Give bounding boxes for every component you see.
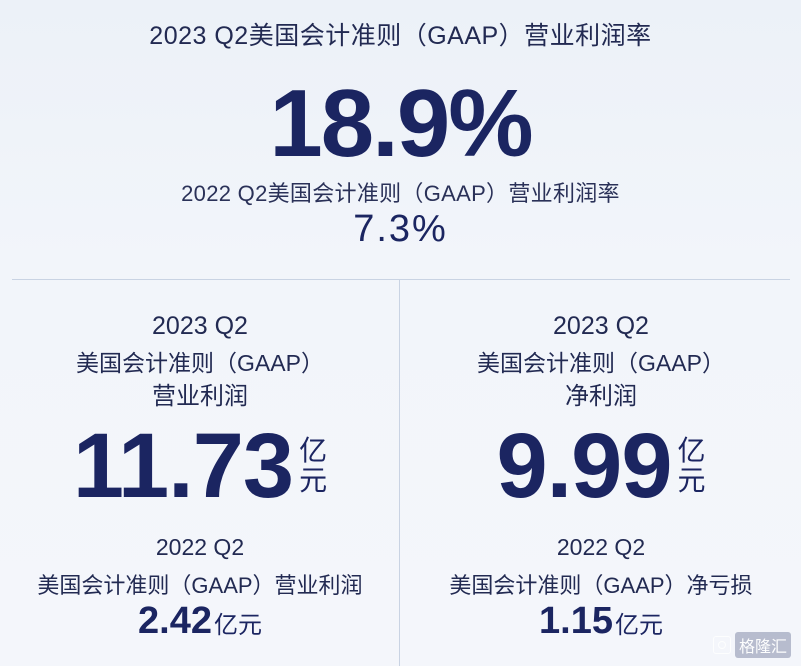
right-unit: 亿 元 xyxy=(678,436,706,496)
top-title: 2023 Q2美国会计准则（GAAP）营业利润率 xyxy=(149,22,652,50)
top-value: 18.9% xyxy=(269,70,533,177)
watermark: 格隆汇 xyxy=(712,632,791,658)
top-prev-title: 2022 Q2美国会计准则（GAAP）营业利润率 xyxy=(181,181,620,206)
right-standard: 美国会计准则（GAAP） xyxy=(477,350,725,376)
right-value-row: 9.99 亿 元 xyxy=(401,416,801,516)
right-prev-unit: 亿元 xyxy=(614,612,663,639)
left-value-row: 11.73 亿 元 xyxy=(0,416,400,516)
left-unit: 亿 元 xyxy=(299,436,327,496)
right-year: 2023 Q2 xyxy=(553,312,649,340)
left-unit-yuan: 元 xyxy=(299,465,328,496)
logo-icon xyxy=(712,636,731,654)
left-panel: 2023 Q2 美国会计准则（GAAP） 营业利润 11.73 亿 元 2022… xyxy=(0,280,400,666)
left-prev-value-row: 2.42 亿元 xyxy=(0,600,400,643)
right-metric: 净利润 xyxy=(565,383,637,410)
vertical-divider xyxy=(399,280,400,666)
right-prev-value: 1.15 xyxy=(539,600,613,642)
left-metric: 营业利润 xyxy=(152,383,248,410)
left-standard: 美国会计准则（GAAP） xyxy=(76,350,324,376)
left-prev-unit: 亿元 xyxy=(213,612,262,639)
right-value: 9.99 xyxy=(496,415,672,517)
right-unit-yi: 亿 xyxy=(677,435,706,466)
right-unit-yuan: 元 xyxy=(677,465,706,496)
left-prev-year: 2022 Q2 xyxy=(155,534,245,560)
right-prev-label: 美国会计准则（GAAP）净亏损 xyxy=(449,573,753,598)
left-prev-value: 2.42 xyxy=(138,600,212,642)
watermark-text: 格隆汇 xyxy=(734,632,791,658)
right-prev-year: 2022 Q2 xyxy=(556,534,646,560)
right-prev-value-row: 1.15 亿元 xyxy=(401,600,801,643)
left-year: 2023 Q2 xyxy=(152,312,248,340)
left-value: 11.73 xyxy=(72,415,294,517)
left-prev-label: 美国会计准则（GAAP）营业利润 xyxy=(37,573,363,598)
left-unit-yi: 亿 xyxy=(299,435,328,466)
horizontal-divider xyxy=(12,279,790,280)
top-prev-value: 7.3% xyxy=(353,208,448,250)
right-panel: 2023 Q2 美国会计准则（GAAP） 净利润 9.99 亿 元 2022 Q… xyxy=(401,280,801,666)
